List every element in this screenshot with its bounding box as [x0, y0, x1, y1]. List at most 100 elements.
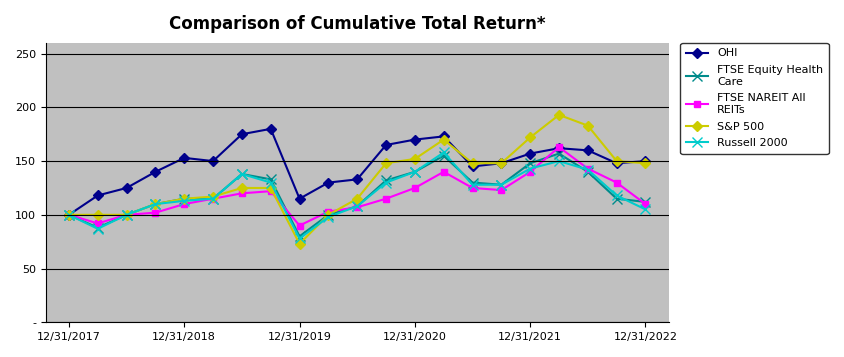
FTSE NAREIT All
REITs: [525, 170, 535, 174]
OHI: [122, 186, 132, 190]
Line: FTSE Equity Health
Care: FTSE Equity Health Care: [64, 149, 651, 241]
FTSE Equity Health
Care: [410, 170, 420, 174]
FTSE Equity Health
Care: [641, 200, 651, 204]
S&P 500: [323, 213, 333, 217]
OHI: [93, 193, 103, 198]
S&P 500: [496, 161, 506, 165]
Russell 2000: [582, 167, 592, 172]
S&P 500: [468, 161, 478, 165]
S&P 500: [208, 195, 218, 199]
FTSE Equity Health
Care: [150, 202, 160, 206]
FTSE Equity Health
Care: [237, 172, 247, 176]
Russell 2000: [352, 204, 362, 208]
S&P 500: [525, 135, 535, 140]
S&P 500: [554, 113, 564, 117]
OHI: [266, 127, 276, 131]
S&P 500: [352, 197, 362, 201]
OHI: [381, 143, 391, 147]
Russell 2000: [122, 213, 132, 217]
S&P 500: [150, 202, 160, 206]
FTSE NAREIT All
REITs: [612, 180, 622, 185]
Russell 2000: [468, 182, 478, 187]
Line: Russell 2000: Russell 2000: [64, 148, 651, 243]
S&P 500: [93, 213, 103, 217]
FTSE NAREIT All
REITs: [410, 186, 420, 190]
Russell 2000: [295, 236, 305, 241]
Line: OHI: OHI: [66, 125, 649, 218]
FTSE Equity Health
Care: [468, 180, 478, 185]
S&P 500: [64, 213, 74, 217]
S&P 500: [381, 161, 391, 165]
OHI: [641, 159, 651, 163]
FTSE NAREIT All
REITs: [381, 197, 391, 201]
OHI: [525, 151, 535, 156]
Russell 2000: [208, 197, 218, 201]
S&P 500: [612, 159, 622, 163]
OHI: [295, 197, 305, 201]
FTSE Equity Health
Care: [381, 178, 391, 182]
FTSE NAREIT All
REITs: [150, 211, 160, 215]
OHI: [410, 137, 420, 142]
S&P 500: [237, 186, 247, 190]
S&P 500: [179, 197, 189, 201]
FTSE Equity Health
Care: [295, 234, 305, 238]
S&P 500: [122, 213, 132, 217]
OHI: [237, 132, 247, 136]
FTSE Equity Health
Care: [525, 161, 535, 165]
FTSE NAREIT All
REITs: [582, 166, 592, 171]
OHI: [496, 161, 506, 165]
Russell 2000: [612, 193, 622, 198]
Title: Comparison of Cumulative Total Return*: Comparison of Cumulative Total Return*: [169, 15, 545, 33]
Russell 2000: [237, 172, 247, 176]
FTSE Equity Health
Care: [612, 197, 622, 201]
FTSE Equity Health
Care: [266, 177, 276, 181]
OHI: [64, 213, 74, 217]
FTSE NAREIT All
REITs: [122, 213, 132, 217]
Russell 2000: [439, 150, 449, 155]
Russell 2000: [554, 159, 564, 163]
Russell 2000: [266, 180, 276, 185]
FTSE NAREIT All
REITs: [439, 170, 449, 174]
OHI: [439, 134, 449, 139]
FTSE NAREIT All
REITs: [208, 197, 218, 201]
S&P 500: [410, 157, 420, 161]
FTSE NAREIT All
REITs: [554, 145, 564, 149]
FTSE NAREIT All
REITs: [64, 213, 74, 217]
OHI: [612, 161, 622, 165]
Russell 2000: [410, 170, 420, 174]
OHI: [323, 180, 333, 185]
FTSE Equity Health
Care: [323, 213, 333, 217]
Line: FTSE NAREIT All
REITs: FTSE NAREIT All REITs: [66, 144, 649, 229]
OHI: [554, 146, 564, 150]
FTSE Equity Health
Care: [208, 197, 218, 201]
OHI: [468, 164, 478, 169]
OHI: [150, 170, 160, 174]
FTSE NAREIT All
REITs: [295, 223, 305, 228]
Line: S&P 500: S&P 500: [66, 111, 649, 247]
OHI: [352, 177, 362, 181]
Russell 2000: [93, 227, 103, 231]
OHI: [208, 159, 218, 163]
FTSE Equity Health
Care: [352, 204, 362, 208]
Russell 2000: [323, 215, 333, 219]
Russell 2000: [64, 213, 74, 217]
FTSE NAREIT All
REITs: [93, 221, 103, 226]
Russell 2000: [179, 199, 189, 203]
FTSE Equity Health
Care: [122, 213, 132, 217]
Russell 2000: [381, 180, 391, 185]
FTSE Equity Health
Care: [496, 182, 506, 187]
FTSE Equity Health
Care: [93, 226, 103, 230]
OHI: [582, 148, 592, 152]
OHI: [179, 156, 189, 160]
FTSE Equity Health
Care: [179, 197, 189, 201]
FTSE Equity Health
Care: [554, 151, 564, 156]
FTSE NAREIT All
REITs: [323, 210, 333, 214]
S&P 500: [439, 137, 449, 142]
FTSE NAREIT All
REITs: [496, 188, 506, 192]
FTSE NAREIT All
REITs: [266, 189, 276, 193]
FTSE NAREIT All
REITs: [352, 205, 362, 210]
FTSE NAREIT All
REITs: [179, 202, 189, 206]
Legend: OHI, FTSE Equity Health
Care, FTSE NAREIT All
REITs, S&P 500, Russell 2000: OHI, FTSE Equity Health Care, FTSE NAREI…: [680, 43, 829, 154]
FTSE Equity Health
Care: [582, 170, 592, 174]
FTSE NAREIT All
REITs: [641, 202, 651, 206]
